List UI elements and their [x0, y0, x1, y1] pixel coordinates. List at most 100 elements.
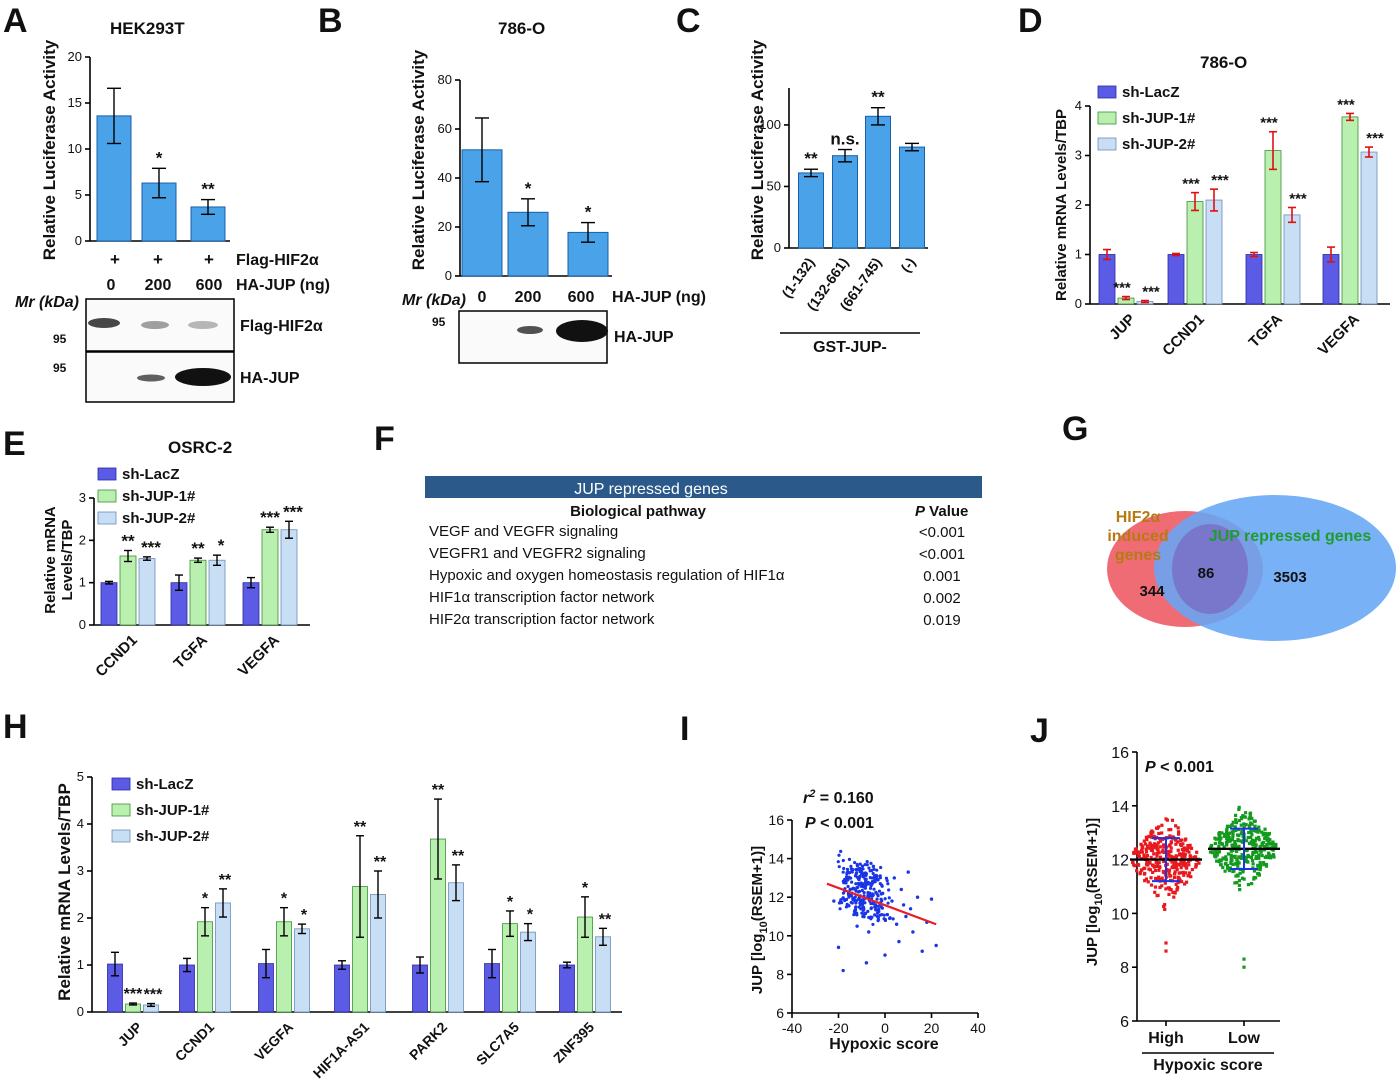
dot-point: [1271, 845, 1275, 849]
scatter-point: [862, 915, 866, 919]
dot-point: [1239, 832, 1243, 836]
y-tick-label: 14: [768, 851, 784, 867]
dot-point: [1227, 831, 1232, 835]
table-header-bar: [425, 476, 982, 498]
dot-point: [1150, 849, 1155, 853]
dot-point: [1236, 874, 1240, 878]
scatter-point: [879, 865, 883, 870]
dot-point: [1157, 868, 1161, 872]
y-tick-label: 15: [68, 95, 82, 110]
significance-label: **: [121, 531, 135, 550]
dot-point: [1265, 842, 1269, 847]
dose-label: 0: [478, 289, 487, 306]
dot-point: [1246, 854, 1250, 858]
dot-point: [1235, 845, 1239, 850]
dot-point: [1262, 862, 1266, 867]
dot-point: [1237, 805, 1241, 810]
dot-point: [1228, 824, 1233, 828]
dot-point: [1244, 855, 1248, 859]
dot-point: [1269, 841, 1273, 846]
y-tick-label: 60: [438, 121, 452, 136]
significance-label: ***: [1113, 280, 1131, 297]
dot-point: [1160, 884, 1164, 888]
scatter-point: [847, 904, 851, 908]
dot-point: [1166, 856, 1170, 860]
bar: [280, 529, 298, 626]
dot-point: [1174, 838, 1178, 842]
panel-i-ylabel: JUP [log10(RSEM+1)]: [749, 846, 770, 994]
y-tick-label: 14: [1111, 799, 1129, 816]
scatter-point: [853, 905, 858, 910]
dot-point: [1246, 860, 1250, 864]
significance-label: ***: [1182, 176, 1200, 193]
dot-point: [1175, 868, 1179, 872]
scatter-point: [865, 860, 869, 864]
scatter-point: [860, 883, 864, 887]
significance-label: ***: [260, 508, 280, 527]
dot-point: [1174, 861, 1178, 865]
scatter-point: [837, 853, 841, 857]
x-category-label: Low: [1228, 1030, 1261, 1047]
panel-h-ylabel: Relative mRNA Levels/TBP: [55, 783, 74, 1001]
scatter-point: [929, 897, 934, 901]
panel-e-ylabel-line2: Levels/TBP: [59, 520, 76, 601]
scatter-point: [886, 882, 890, 886]
legend-label: sh-JUP-2#: [122, 510, 196, 527]
scatter-point: [868, 886, 873, 891]
scatter-point: [906, 870, 910, 874]
significance-label: ***: [1260, 115, 1278, 132]
dot-point: [1183, 863, 1187, 868]
dot-point: [1233, 854, 1237, 858]
x-category-label: TGFA: [1246, 311, 1286, 351]
dot-point: [1230, 830, 1234, 834]
scatter-point: [847, 857, 852, 861]
x-category-label: PARK2: [406, 1019, 450, 1063]
y-tick-label: 2: [1075, 197, 1082, 212]
panel-j-xlabel: Hypoxic score: [1153, 1057, 1262, 1074]
dot-point: [1215, 850, 1219, 854]
dot-point: [1264, 862, 1268, 867]
scatter-point: [848, 887, 852, 892]
dot-point: [1165, 862, 1169, 866]
panel-label-b: B: [318, 2, 343, 40]
dot-point: [1169, 854, 1173, 858]
y-tick-label: 5: [75, 187, 82, 202]
panel-e-legend: sh-LacZ sh-JUP-1# sh-JUP-2#: [97, 466, 196, 527]
dot-point: [1257, 835, 1261, 840]
dot-point: [1172, 861, 1176, 865]
dot-point: [1225, 831, 1229, 835]
dot-point: [1210, 851, 1215, 855]
panel-a-condition-rows: + + + Flag-HIF2α 0 200 600 HA-JUP (ng): [107, 250, 330, 294]
dot-point: [1158, 845, 1162, 849]
scatter-point: [866, 893, 870, 897]
scatter-point: [855, 868, 859, 872]
scatter-point: [837, 865, 841, 869]
dose-label: 200: [515, 289, 542, 306]
scatter-point: [845, 867, 850, 871]
dot-point: [1144, 862, 1149, 866]
dot-point: [1271, 842, 1275, 846]
significance-label: *: [218, 536, 225, 555]
scatter-point: [847, 871, 852, 875]
panel-label-i: I: [680, 710, 689, 748]
dot-point: [1239, 823, 1243, 827]
panel-i-r2: r2 = 0.160: [803, 788, 874, 807]
dot-point: [1160, 877, 1164, 882]
dot-point: [1177, 871, 1181, 875]
x-category-label: JUP: [1106, 311, 1139, 344]
dot-point: [1133, 847, 1137, 851]
dot-point: [1138, 871, 1142, 875]
mr-label: Mr (kDa): [15, 294, 79, 311]
dot-point: [1180, 852, 1184, 856]
x-category-label: HIF1A-AS1: [310, 1019, 373, 1082]
dot-point: [1160, 837, 1165, 841]
dot-point: [1143, 879, 1147, 883]
blot-label-ha-jup: HA-JUP: [614, 329, 674, 346]
legend-label: sh-LacZ: [1122, 84, 1180, 101]
scatter-point: [872, 887, 876, 891]
dot-point: [1258, 844, 1262, 849]
dot-point: [1182, 873, 1186, 877]
scatter-point: [869, 906, 873, 910]
dot-point: [1172, 864, 1177, 868]
dot-point: [1235, 861, 1239, 866]
